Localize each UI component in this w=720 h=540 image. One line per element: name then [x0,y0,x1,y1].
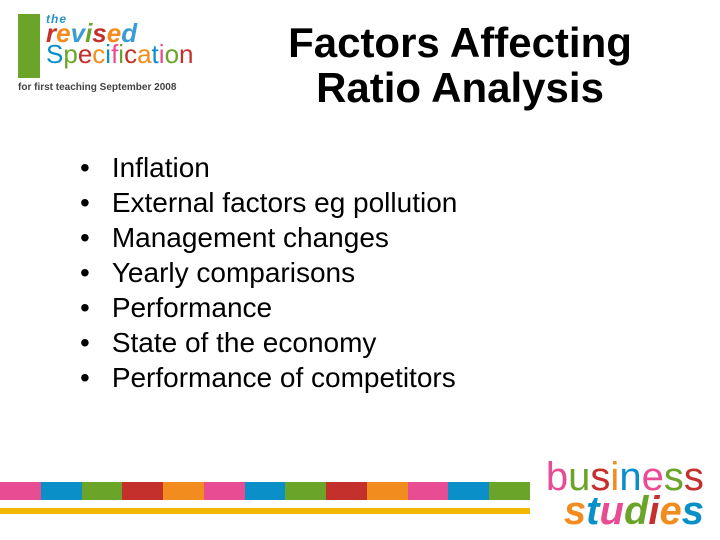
yellow-strip [0,508,530,514]
list-item: • Management changes [80,220,457,255]
color-swatch [489,482,530,500]
bullet-list: • Inflation • External factors eg pollutio… [80,150,457,395]
business-studies-logo: business studies [546,460,704,528]
color-swatch [82,482,123,500]
color-swatch [367,482,408,500]
list-item: • Inflation [80,150,457,185]
bullet-text: Performance of competitors [112,360,456,395]
color-swatch [163,482,204,500]
list-item: • Performance of competitors [80,360,457,395]
logo-studies: studies [564,494,704,528]
bullet-text: Inflation [112,150,210,185]
color-swatch [326,482,367,500]
color-swatch [408,482,449,500]
bullet-text: External factors eg pollution [112,185,458,220]
list-item: • State of the economy [80,325,457,360]
logo-specification: Specification [46,43,194,66]
bullet-icon: • [80,360,90,395]
color-swatch [448,482,489,500]
color-swatch [41,482,82,500]
color-swatch [0,482,41,500]
logo-green-box [18,14,40,78]
bullet-icon: • [80,255,90,290]
color-bar [0,482,530,500]
bullet-text: State of the economy [112,325,377,360]
list-item: • External factors eg pollution [80,185,457,220]
logo-subtitle: for first teaching September 2008 [18,82,176,93]
list-item: • Yearly comparisons [80,255,457,290]
bullet-text: Management changes [112,220,389,255]
bullet-text: Performance [112,290,272,325]
logo-text: the revised Specification [46,12,194,67]
bullet-icon: • [80,150,90,185]
color-swatch [285,482,326,500]
bullet-icon: • [80,220,90,255]
bullet-icon: • [80,325,90,360]
bullet-icon: • [80,185,90,220]
color-swatch [122,482,163,500]
color-swatch [245,482,286,500]
list-item: • Performance [80,290,457,325]
bullet-text: Yearly comparisons [112,255,355,290]
slide-title: Factors Affecting Ratio Analysis [230,20,690,111]
color-swatch [204,482,245,500]
bullet-icon: • [80,290,90,325]
